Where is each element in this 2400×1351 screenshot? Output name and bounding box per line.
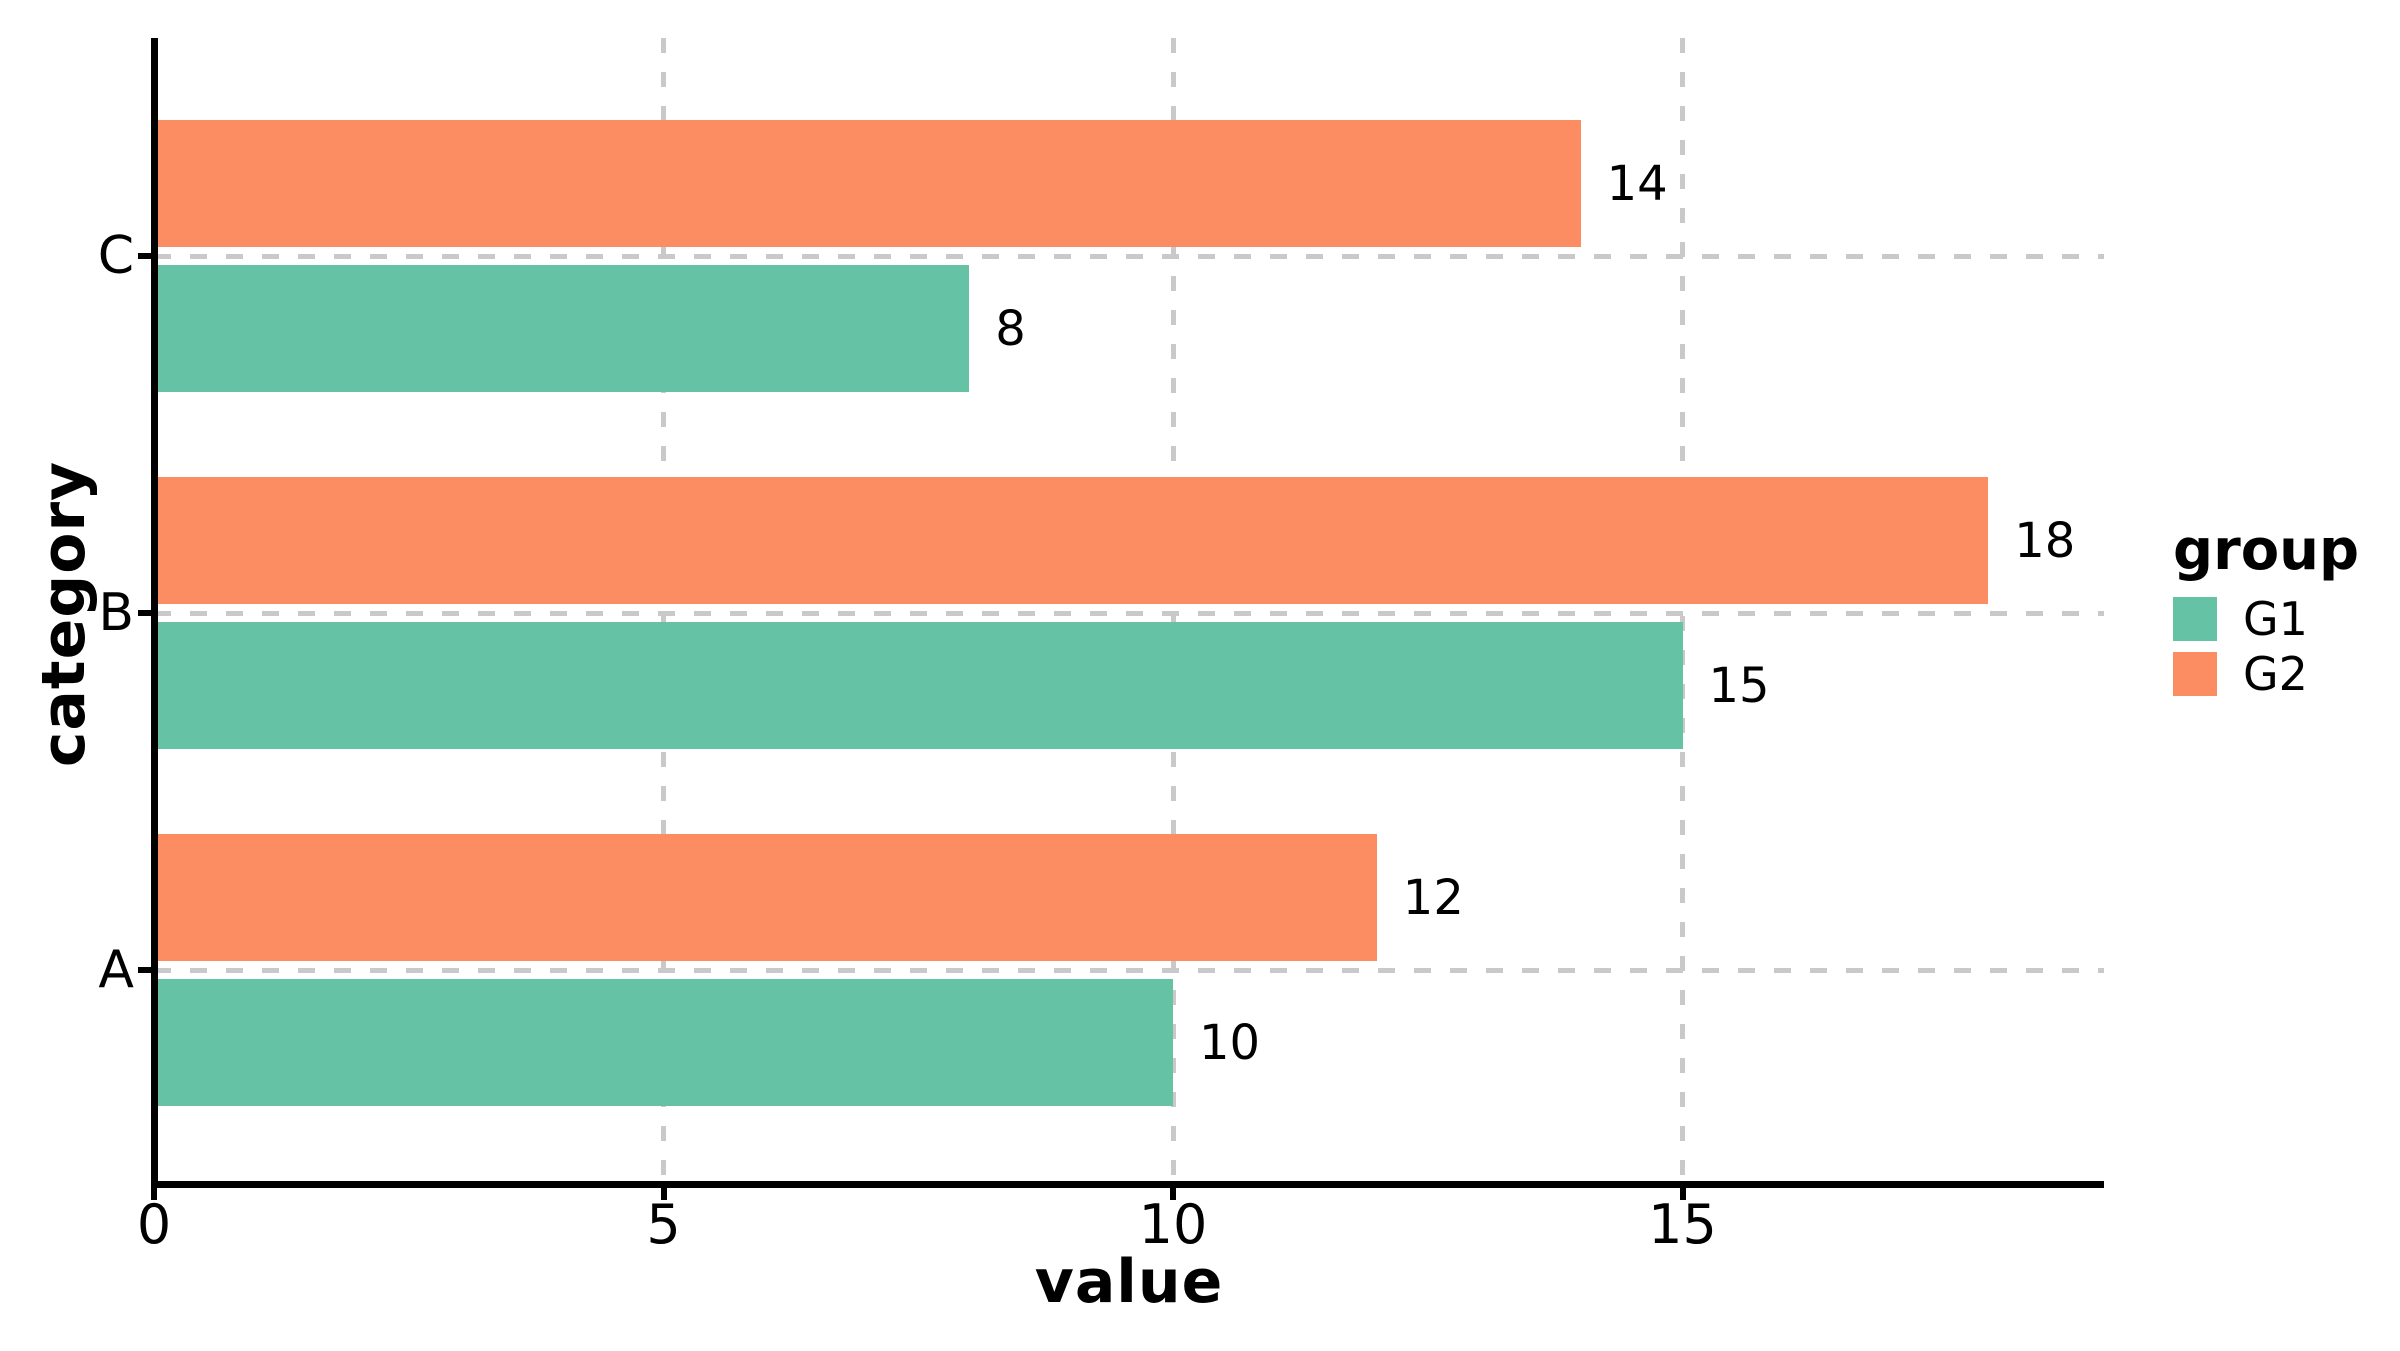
bar-A-G2 [154, 834, 1377, 961]
legend-label-g2: G2 [2243, 647, 2308, 701]
legend-swatch-g1 [2173, 597, 2217, 641]
x-tick-5 [660, 1186, 667, 1200]
legend-title: group [2173, 518, 2360, 583]
legend-swatch-g2 [2173, 652, 2217, 696]
y-tick-label-B: B [98, 583, 134, 643]
bar-C-G1 [154, 265, 970, 392]
gridline-category-B [154, 610, 2104, 616]
bar-value-label-B-G1: 15 [1708, 657, 1770, 714]
y-tick-B [138, 610, 154, 616]
bar-value-label-A-G1: 10 [1199, 1014, 1261, 1071]
x-tick-label-5: 5 [646, 1193, 681, 1256]
y-axis-line [151, 38, 158, 1188]
bar-C-G2 [154, 120, 1581, 247]
y-tick-label-C: C [97, 226, 134, 286]
bar-value-label-C-G1: 8 [995, 300, 1026, 357]
bar-B-G1 [154, 622, 1683, 749]
x-tick-label-10: 10 [1138, 1193, 1208, 1256]
legend-item-g2: G2 [2173, 651, 2308, 697]
x-axis-line [151, 1181, 2104, 1188]
x-tick-15 [1679, 1186, 1686, 1200]
x-axis-title: value [1034, 1247, 1224, 1317]
x-tick-label-15: 15 [1648, 1193, 1717, 1256]
y-axis-title: category [29, 460, 99, 768]
x-tick-10 [1170, 1186, 1176, 1200]
bar-value-label-A-G2: 12 [1402, 869, 1464, 926]
bar-A-G1 [154, 979, 1173, 1106]
gridline-category-C [154, 253, 2104, 259]
gridline-category-A [154, 967, 2104, 973]
x-tick-label-0: 0 [136, 1193, 172, 1256]
y-tick-C [138, 253, 154, 259]
legend: group G1 G2 [2173, 520, 2400, 750]
bar-value-label-B-G2: 18 [2014, 512, 2076, 569]
legend-item-g1: G1 [2173, 596, 2308, 642]
legend-label-g1: G1 [2243, 592, 2308, 646]
bar-value-label-C-G2: 14 [1606, 155, 1668, 212]
bar-B-G2 [154, 477, 1989, 604]
x-tick-0 [151, 1186, 157, 1200]
y-tick-label-A: A [98, 940, 134, 1000]
y-tick-A [138, 967, 154, 973]
